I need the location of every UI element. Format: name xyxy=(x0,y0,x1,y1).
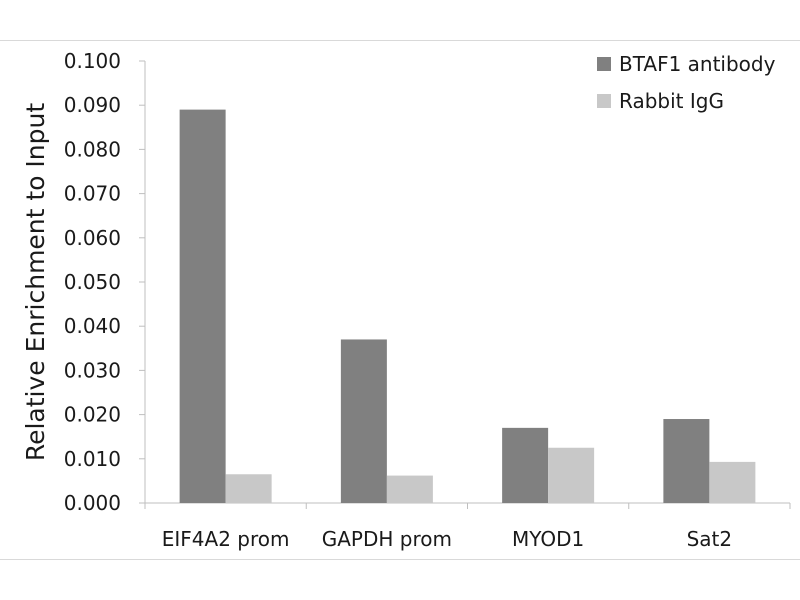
y-tick-label: 0.100 xyxy=(64,49,121,73)
bar-btaf1-antibody-3 xyxy=(663,419,710,503)
y-tick-label: 0.080 xyxy=(64,137,121,161)
legend-swatch-1 xyxy=(597,94,611,108)
y-tick-label: 0.030 xyxy=(64,358,121,382)
bar-rabbit-igg-3 xyxy=(709,461,756,503)
y-tick-label: 0.090 xyxy=(64,93,121,117)
bar-rabbit-igg-2 xyxy=(548,447,595,503)
chart-frame xyxy=(0,40,800,560)
legend-label-1: Rabbit IgG xyxy=(619,89,724,113)
x-category-label: EIF4A2 prom xyxy=(162,527,290,551)
x-category-label: Sat2 xyxy=(687,527,733,551)
legend: BTAF1 antibody Rabbit IgG xyxy=(597,52,776,113)
bar-btaf1-antibody-2 xyxy=(502,427,549,503)
y-tick-label: 0.010 xyxy=(64,447,121,471)
legend-swatch-0 xyxy=(597,57,611,71)
bar-btaf1-antibody-0 xyxy=(179,109,226,504)
y-axis-title: Relative Enrichment to Input xyxy=(21,103,50,462)
y-axis: 0.000 0.010 0.020 0.030 0.040 0.050 0.060 0.070… xyxy=(64,49,146,515)
y-tick-label: 0.000 xyxy=(64,491,121,515)
bar-rabbit-igg-1 xyxy=(386,475,433,503)
legend-label-0: BTAF1 antibody xyxy=(619,52,776,76)
y-tick-label: 0.070 xyxy=(64,182,121,206)
bars xyxy=(179,109,756,504)
y-tick-label: 0.040 xyxy=(64,314,121,338)
y-tick-label: 0.020 xyxy=(64,403,121,427)
x-category-label: MYOD1 xyxy=(512,527,584,551)
x-axis: EIF4A2 prom GAPDH prom MYOD1 Sat2 xyxy=(144,502,791,551)
bar-rabbit-igg-0 xyxy=(225,474,272,503)
y-tick-label: 0.060 xyxy=(64,226,121,250)
bar-btaf1-antibody-1 xyxy=(340,339,387,503)
x-category-label: GAPDH prom xyxy=(322,527,452,551)
y-tick-label: 0.050 xyxy=(64,270,121,294)
